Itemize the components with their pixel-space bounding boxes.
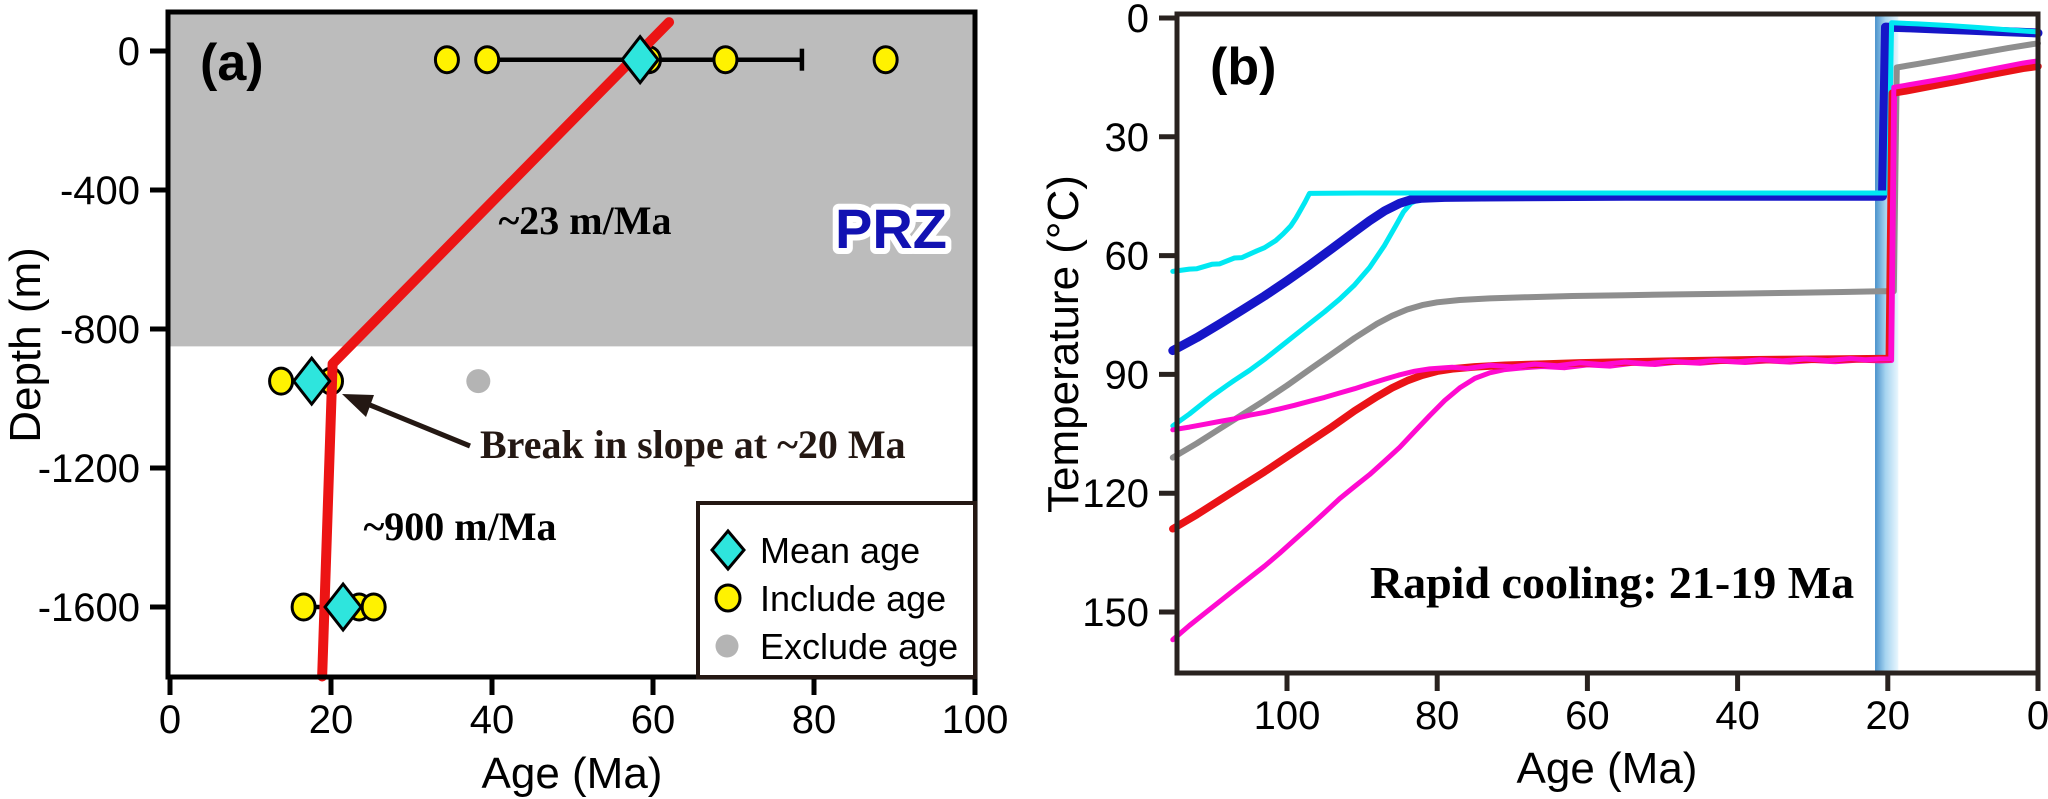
include-age-marker — [433, 45, 460, 75]
mean-age-marker — [291, 355, 332, 407]
include-age-marker — [474, 45, 501, 75]
panel-b: 100 80 60 40 20 0 0 30 60 90 120 150 (b) Temperatur… — [1039, 0, 2048, 793]
panel-b-axes-layer: 100 80 60 40 20 0 0 30 60 90 120 150 — [1082, 0, 2048, 738]
x-tick-label: 0 — [159, 698, 181, 742]
legend-exclude-age-circle-icon — [715, 634, 739, 658]
legend-box — [696, 501, 977, 679]
plot-frame — [1174, 11, 2041, 676]
x-tick-label: 40 — [470, 698, 515, 742]
blue-best-fit-path — [1168, 22, 2043, 356]
panel-a-axes-layer: 0 20 40 60 80 100 0 -400 -800 -1200 -1600 — [38, 9, 1009, 742]
y-tick-label: -800 — [60, 308, 140, 352]
legend: Mean age Include age Exclude age — [696, 501, 977, 679]
include-age-marker — [290, 592, 317, 622]
y-tick-label: -400 — [60, 169, 140, 213]
x-tick-label: 40 — [1715, 694, 1760, 738]
include-age-marker — [268, 366, 295, 396]
include-age-marker — [360, 592, 387, 622]
annotation-arrow-line — [364, 400, 471, 449]
x-tick-label: 60 — [1565, 694, 1610, 738]
y-tick-label: 30 — [1105, 116, 1150, 160]
panel-b-data-layer — [1168, 20, 2043, 643]
cyan-lower-envelope-path — [1170, 195, 1433, 429]
panel-b-x-axis-title: Age (Ma) — [1517, 744, 1698, 793]
y-tick-label: -1600 — [38, 586, 140, 630]
x-tick-label: 100 — [1254, 694, 1321, 738]
break-in-slope-annotation: Break in slope at ~20 Ma — [342, 394, 906, 467]
panel-a-data-layer — [268, 17, 899, 682]
include-age-marker — [872, 45, 899, 75]
x-tick-label: 80 — [792, 698, 837, 742]
x-tick-label: 20 — [309, 698, 354, 742]
magenta-upper-envelope-path — [1170, 58, 2041, 433]
panel-b-y-axis-title: Temperature (°C) — [1039, 175, 1088, 513]
trend-line — [317, 17, 675, 682]
y-tick-label: 60 — [1105, 235, 1150, 279]
annotation-arrow-head — [342, 394, 374, 417]
x-tick-label: 20 — [1866, 694, 1911, 738]
x-tick-label: 80 — [1415, 694, 1460, 738]
y-tick-label: 120 — [1082, 472, 1149, 516]
exclude-age-marker — [466, 369, 491, 394]
legend-mean-age-label: Mean age — [760, 530, 920, 571]
y-tick-label: 150 — [1082, 591, 1149, 635]
gray-path-path — [1169, 40, 2041, 461]
legend-include-age-label: Include age — [760, 578, 946, 619]
prz-region — [168, 12, 975, 347]
mean-age-marker — [323, 581, 363, 633]
plot-frame — [165, 9, 978, 680]
legend-mean-age-diamond-icon — [710, 528, 746, 572]
lower-slope-annotation: ~900 m/Ma — [364, 504, 557, 549]
upper-slope-annotation: ~23 m/Ma — [499, 198, 672, 243]
x-tick-label: 60 — [631, 698, 676, 742]
rapid-cooling-annotation: Rapid cooling: 21-19 Ma — [1370, 557, 1854, 608]
y-tick-label: 0 — [118, 30, 140, 74]
y-tick-label: -1200 — [38, 447, 140, 491]
cyan-upper-envelope-path — [1170, 20, 2041, 274]
panel-a-x-axis-title: Age (Ma) — [482, 749, 663, 798]
y-tick-label: 90 — [1105, 353, 1150, 397]
x-tick-label: 100 — [942, 698, 1009, 742]
include-age-marker — [712, 45, 739, 75]
legend-include-age-circle-icon — [714, 583, 742, 613]
magenta-lower-envelope-path — [1170, 60, 2041, 643]
panel-a-y-axis-title: Depth (m) — [1, 247, 50, 443]
panel-a-background-layer — [168, 12, 975, 347]
prz-zone-label: PRZ — [835, 197, 947, 260]
panel-b-letter: (b) — [1210, 38, 1276, 96]
y-tick-label: 0 — [1127, 0, 1149, 41]
mean-age-marker — [620, 34, 661, 86]
break-annotation-text: Break in slope at ~20 Ma — [480, 422, 906, 467]
legend-exclude-age-label: Exclude age — [760, 626, 958, 667]
x-tick-label: 0 — [2027, 694, 2048, 738]
panel-a: 0 20 40 60 80 100 0 -400 -800 -1200 -1600 (a) Dept… — [1, 9, 1009, 798]
panel-a-letter: (a) — [200, 34, 264, 92]
